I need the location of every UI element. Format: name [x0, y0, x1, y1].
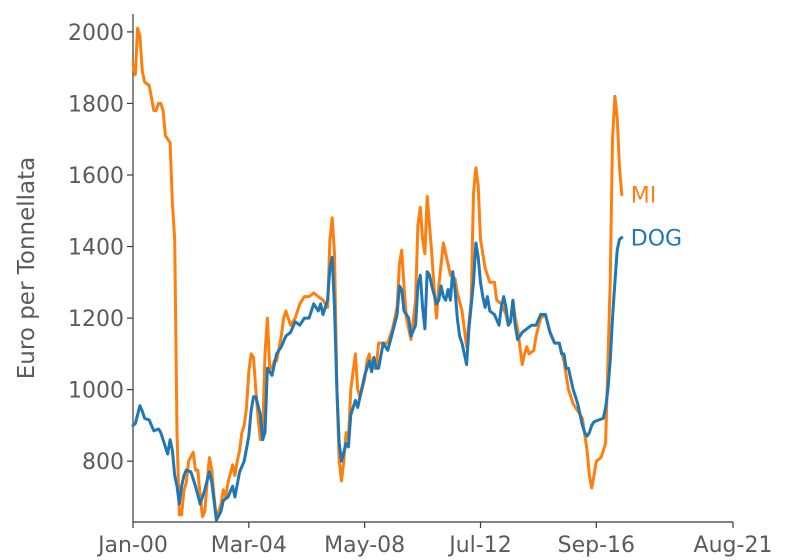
y-tick-label: 1600 [68, 164, 124, 189]
y-tick-label: 1400 [68, 236, 124, 261]
y-tick-label: 1800 [68, 92, 124, 117]
chart-axes: 800 1000 1200 1400 1600 1800 2000 Jan-00 Mar-04 M… [68, 14, 772, 558]
series-line-dog [131, 236, 624, 522]
chart-series [131, 26, 624, 522]
x-tick-label: Aug-21 [694, 533, 773, 558]
y-tick-label: 2000 [68, 21, 124, 46]
y-tick-label: 1000 [68, 379, 124, 404]
y-tick-label: 1200 [68, 307, 124, 332]
x-tick-label: Sep-16 [558, 533, 635, 558]
y-tick-label: 800 [82, 450, 124, 475]
x-tick-label: Jul-12 [447, 533, 511, 558]
series-label-mi: MI [631, 184, 656, 209]
x-tick-label: Jan-00 [96, 533, 168, 558]
chart-series-labels: MI DOG [631, 184, 682, 252]
y-axis-title: Euro per Tonnellata [14, 157, 40, 379]
x-tick-label: Mar-04 [211, 533, 287, 558]
series-line-mi [131, 26, 624, 520]
series-label-dog: DOG [631, 227, 682, 252]
x-tick-label: May-08 [324, 533, 405, 558]
